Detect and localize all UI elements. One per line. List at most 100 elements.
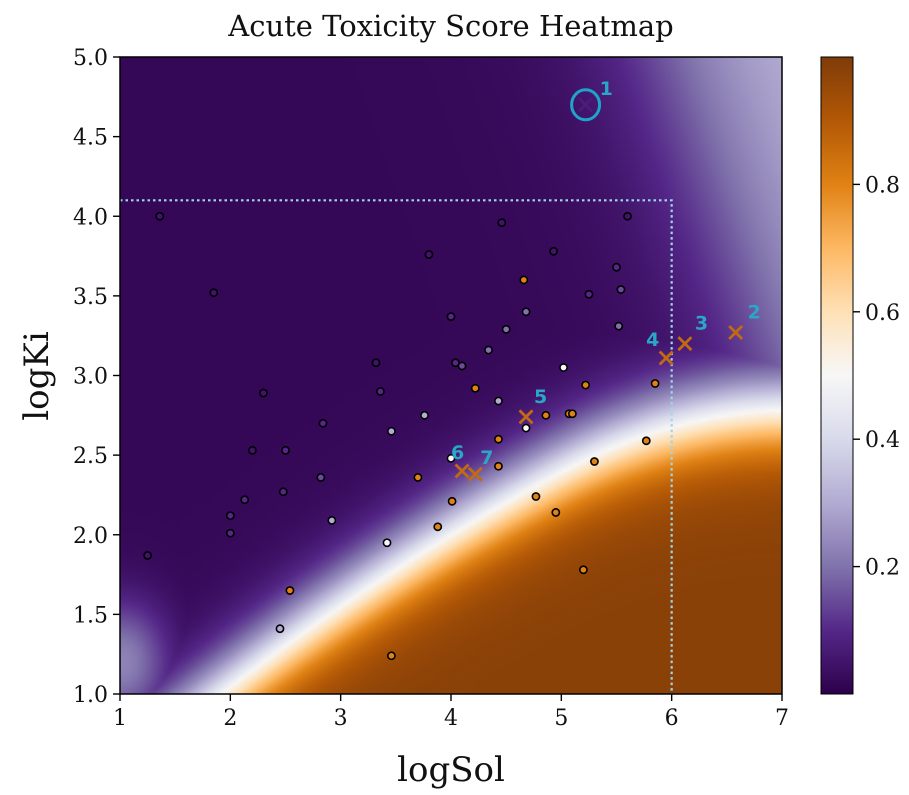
marked-compound-label: 1 — [600, 78, 613, 100]
data-point — [316, 473, 326, 482]
heatmap-surface — [120, 57, 782, 694]
threshold-lines — [120, 199, 673, 694]
highlight-circle — [570, 88, 602, 122]
colorbar-tick-label: 0.4 — [865, 428, 900, 453]
data-point — [494, 434, 503, 444]
marked-compound-label: 5 — [534, 386, 547, 408]
y-tick-label: 1.0 — [73, 683, 108, 708]
colorbar-tick-label: 0.2 — [865, 556, 900, 581]
data-point — [497, 218, 507, 228]
data-point — [446, 453, 456, 463]
data-point — [559, 363, 568, 372]
data-point — [584, 289, 594, 299]
y-axis-ticks: 1.0 1.5 2.0 2.5 3.0 3.5 4.0 4.5 5.0 — [73, 46, 120, 708]
marked-compound-x — [518, 409, 534, 425]
data-point — [285, 586, 295, 595]
marked-compound-label: 7 — [480, 447, 493, 469]
data-point — [209, 288, 219, 298]
data-point — [155, 211, 165, 221]
data-point — [650, 379, 660, 388]
y-tick-label: 3.0 — [73, 365, 108, 390]
colorbar-gradient — [820, 56, 854, 695]
data-point — [424, 250, 434, 259]
heatmap-image — [120, 57, 782, 694]
data-point — [413, 473, 423, 482]
colorbar-ticks: 0.2 0.4 0.6 0.8 — [853, 173, 900, 581]
marked-compounds: 1 2 3 4 5 6 7 — [451, 78, 761, 482]
data-point — [567, 409, 577, 419]
data-point — [541, 410, 551, 420]
data-point — [387, 651, 396, 661]
marked-compound-x — [658, 350, 674, 366]
data-point — [549, 246, 559, 256]
data-point — [278, 487, 288, 497]
marked-compound-label: 2 — [748, 302, 761, 324]
data-point — [616, 285, 626, 294]
colorbar-tick-label: 0.8 — [865, 173, 900, 198]
data-point — [484, 345, 493, 355]
y-tick-label: 2.0 — [73, 524, 108, 549]
marked-compound-x — [677, 336, 693, 352]
data-point — [318, 418, 328, 428]
y-tick-label: 5.0 — [73, 46, 108, 71]
y-tick-label: 1.5 — [73, 603, 108, 628]
marked-compound-x — [467, 466, 483, 482]
x-axis-label: logSol — [397, 750, 505, 790]
data-point — [551, 508, 561, 517]
data-point — [590, 457, 599, 466]
colorbar-tick-label: 0.6 — [865, 301, 900, 326]
data-point — [457, 361, 467, 371]
data-points — [143, 211, 660, 661]
x-axis-ticks: 1 2 3 4 5 6 7 — [113, 694, 789, 731]
marked-compound-label: 4 — [646, 329, 659, 351]
data-point — [247, 445, 257, 455]
data-point — [375, 387, 385, 396]
data-point — [281, 445, 290, 455]
x-tick-label: 7 — [775, 706, 789, 731]
y-axis-label: logKi — [17, 331, 57, 421]
marked-compound-x — [454, 463, 470, 479]
x-tick-label: 5 — [554, 706, 568, 731]
x-tick-label: 4 — [444, 706, 458, 731]
data-point — [240, 495, 250, 505]
data-point — [501, 324, 511, 334]
x-tick-label: 3 — [334, 706, 348, 731]
data-point — [447, 496, 457, 506]
x-tick-label: 2 — [223, 706, 237, 731]
y-tick-label: 2.5 — [73, 444, 108, 469]
data-point — [433, 522, 443, 532]
data-point — [531, 492, 541, 501]
marked-compound-label: 6 — [451, 442, 464, 464]
data-point — [494, 461, 503, 471]
data-point — [446, 312, 456, 321]
data-point — [225, 528, 235, 538]
data-point — [623, 211, 632, 221]
x-tick-label: 1 — [113, 706, 127, 731]
data-point — [275, 624, 285, 634]
data-point — [259, 388, 268, 398]
data-point — [387, 426, 396, 436]
data-point — [521, 307, 531, 317]
data-point — [614, 321, 624, 331]
data-point — [143, 551, 152, 560]
y-tick-label: 4.5 — [73, 126, 108, 151]
threshold-line — [120, 199, 673, 694]
data-point — [225, 511, 235, 521]
data-point — [327, 516, 337, 525]
marked-compound-x — [578, 97, 594, 113]
data-point — [521, 423, 531, 433]
data-point — [371, 358, 381, 368]
data-point — [382, 538, 392, 548]
data-point — [420, 410, 429, 420]
x-tick-label: 6 — [665, 706, 679, 731]
data-point — [519, 275, 529, 285]
marked-compound-label: 3 — [695, 313, 708, 335]
marked-compound-x — [728, 325, 744, 340]
y-tick-label: 3.5 — [73, 285, 108, 310]
data-point — [641, 436, 651, 446]
colorbar: 0.2 0.4 0.6 0.8 — [820, 56, 900, 695]
data-point — [494, 396, 503, 406]
data-point — [470, 383, 480, 393]
chart-title: Acute Toxicity Score Heatmap — [227, 9, 673, 43]
